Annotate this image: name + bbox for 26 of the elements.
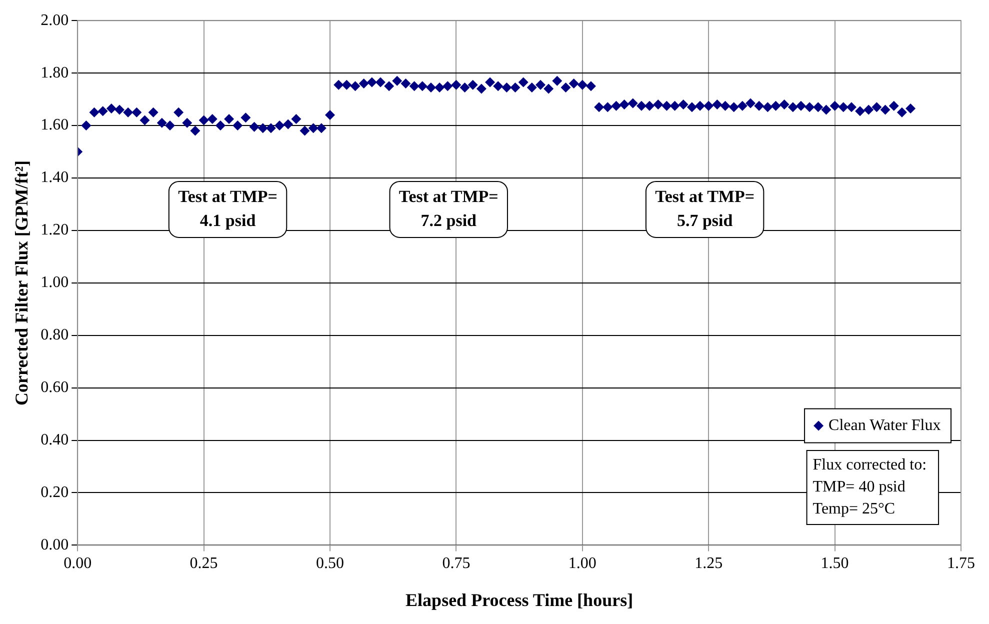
- y-axis-title: Corrected Filter Flux [GPM/ft²]: [11, 160, 32, 406]
- x-tick-label: 0.00: [64, 555, 92, 572]
- annotation: Test at TMP= 5.7 psid: [655, 186, 755, 230]
- y-tick-label: 0.80: [40, 326, 69, 344]
- x-tick-label: 0.25: [190, 555, 218, 572]
- y-tick-label: 1.80: [40, 64, 69, 82]
- annotation: Test at TMP= 7.2 psid: [398, 186, 498, 230]
- x-tick-label: 1.50: [820, 555, 849, 572]
- y-tick-label: 1.00: [40, 274, 69, 292]
- x-tick-label: 1.25: [694, 555, 723, 572]
- x-axis-title: Elapsed Process Time [hours]: [406, 590, 634, 610]
- x-tick-label: 0.50: [316, 555, 344, 572]
- legend-label: Clean Water Flux: [828, 417, 941, 434]
- y-tick-label: 0.60: [40, 379, 69, 396]
- y-tick-label: 1.20: [40, 222, 69, 239]
- x-tick-label: 1.00: [568, 555, 596, 572]
- y-tick-label: 1.40: [40, 169, 69, 186]
- annotation: Test at TMP= 4.1 psid: [178, 186, 278, 230]
- x-tick-label: 0.75: [442, 555, 470, 572]
- y-tick-label: 2.00: [40, 12, 69, 29]
- y-tick-label: 0.20: [40, 484, 69, 501]
- x-tick-label: 1.75: [947, 555, 975, 572]
- y-tick-label: 0.00: [40, 536, 69, 554]
- y-tick-label: 0.40: [40, 431, 69, 448]
- annotation: Flux corrected to: TMP= 40 psid Temp= 25°C: [812, 456, 927, 518]
- y-tick-label: 1.60: [40, 116, 69, 134]
